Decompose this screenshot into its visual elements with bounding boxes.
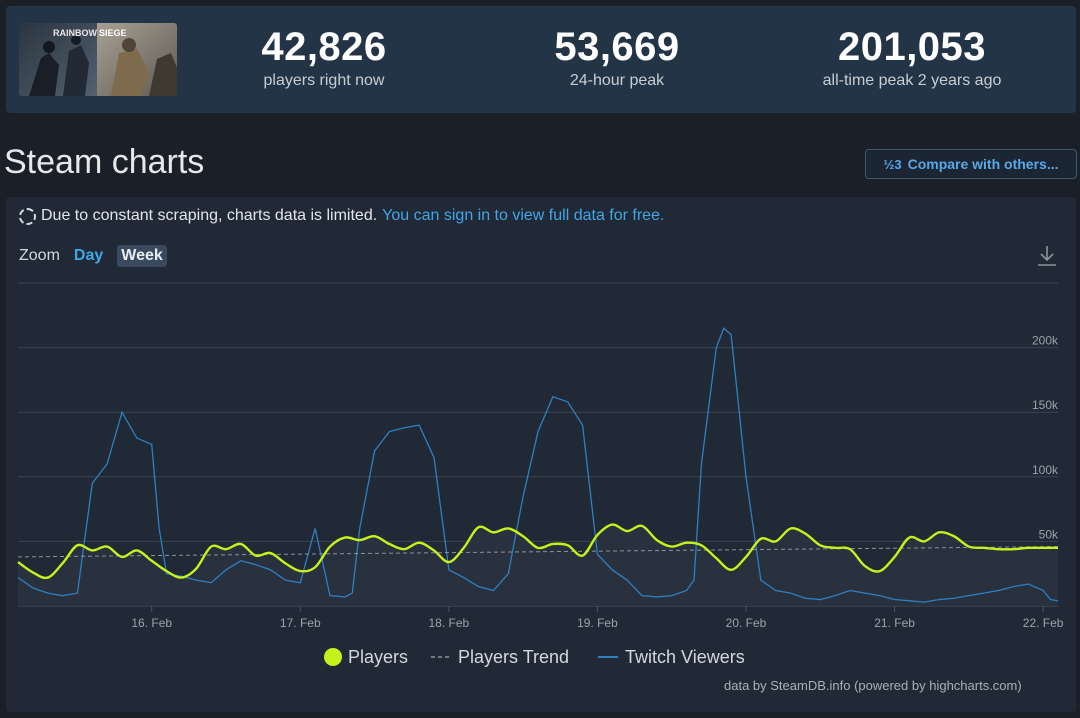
- y-tick-label: 150k: [1032, 398, 1059, 412]
- sign-in-link[interactable]: You can sign in to view full data for fr…: [382, 207, 665, 224]
- zoom-controls: Zoom Day Week: [19, 245, 167, 267]
- loading-spinner-icon: [19, 207, 36, 225]
- x-tick-label: 19. Feb: [577, 616, 618, 630]
- current-players-label: players right now: [263, 72, 385, 89]
- game-title-text: RAINBOW: [53, 28, 97, 38]
- x-axis-labels: 16. Feb 17. Feb 18. Feb 19. Feb 20. Feb 21. F…: [131, 606, 1064, 630]
- legend-players-marker: [324, 648, 342, 666]
- all-time-peak-label: all-time peak 2 years ago: [822, 72, 1002, 89]
- x-tick-label: 16. Feb: [131, 616, 172, 630]
- download-icon[interactable]: [1036, 244, 1058, 268]
- notice-text: Due to constant scraping, charts data is…: [41, 207, 378, 224]
- x-tick-label: 22. Feb: [1023, 616, 1064, 630]
- zoom-day-button[interactable]: Day: [73, 247, 104, 264]
- stat-all-time-peak: 201,053 all-time peak 2 years ago: [802, 24, 1022, 90]
- 24h-peak-value: 53,669: [554, 25, 680, 69]
- twitch-viewers-line: [17, 327, 1059, 603]
- legend-label: Players: [348, 647, 408, 667]
- legend-label: Twitch Viewers: [625, 647, 745, 667]
- player-chart[interactable]: 50k 100k 150k 200k 16. Feb 17. Feb 18. Feb 19.…: [6, 197, 1076, 712]
- game-thumbnail[interactable]: RAINBOW SIEGE: [19, 23, 177, 96]
- chart-series: [17, 327, 1059, 606]
- x-tick-label: 18. Feb: [429, 616, 470, 630]
- zoom-week-button[interactable]: Week: [117, 245, 167, 267]
- data-limit-notice: Due to constant scraping, charts data is…: [19, 207, 664, 225]
- all-time-peak-value: 201,053: [837, 25, 987, 69]
- legend-label: Players Trend: [458, 647, 569, 667]
- zoom-label: Zoom: [19, 247, 60, 264]
- fraction-icon: ½3: [883, 156, 902, 172]
- y-axis-labels: 50k 100k 150k 200k: [1032, 334, 1059, 542]
- compare-button[interactable]: ½3 Compare with others...: [865, 149, 1077, 179]
- stat-current-players: 42,826 players right now: [214, 24, 434, 90]
- legend-item[interactable]: Twitch Viewers: [598, 647, 745, 667]
- x-tick-label: 21. Feb: [874, 616, 915, 630]
- stat-24h-peak: 53,669 24-hour peak: [507, 24, 727, 90]
- y-tick-label: 100k: [1032, 463, 1059, 477]
- y-tick-label: 200k: [1032, 334, 1059, 348]
- legend-item[interactable]: Players Trend: [431, 647, 569, 667]
- legend-item[interactable]: Players: [324, 647, 408, 667]
- game-brand-text: SIEGE: [99, 28, 127, 38]
- chart-legend: Players Players Trend Twitch Viewers: [324, 647, 745, 667]
- section-title: Steam charts: [4, 143, 205, 181]
- chart-panel: Due to constant scraping, charts data is…: [6, 197, 1076, 712]
- 24h-peak-label: 24-hour peak: [569, 72, 665, 89]
- y-tick-label: 50k: [1039, 527, 1059, 541]
- game-artwork-image: RAINBOW SIEGE: [19, 23, 177, 96]
- players-line: [17, 523, 1058, 580]
- current-players-value: 42,826: [261, 25, 387, 69]
- x-tick-label: 20. Feb: [726, 616, 767, 630]
- compare-button-label: Compare with others...: [907, 156, 1059, 172]
- x-tick-label: 17. Feb: [280, 616, 321, 630]
- stats-bar: RAINBOW SIEGE 42,826 players right now 5…: [6, 6, 1076, 113]
- chart-credit: data by SteamDB.info (powered by highcha…: [724, 678, 1022, 693]
- players-area: [18, 524, 1058, 606]
- players-trend-line: [17, 546, 1059, 558]
